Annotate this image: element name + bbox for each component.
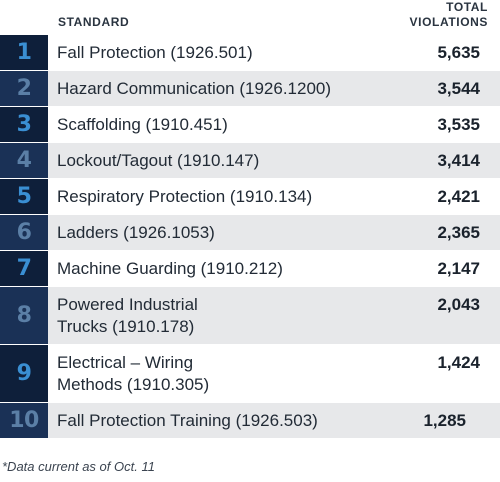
table-row: 8 Powered Industrial Trucks (1910.178) 2,0… [0, 287, 500, 344]
violations-value: 3,544 [437, 79, 480, 98]
rank-badge: 8 [0, 287, 48, 344]
total-violations-column-header: TOTAL VIOLATIONS [368, 0, 488, 30]
rank-badge: 5 [0, 179, 48, 214]
violations-table: 1 Fall Protection (1926.501) 5,635 2 Hazard … [0, 35, 500, 438]
table-row: 10 Fall Protection Training (1926.503) 1,2… [0, 403, 500, 438]
rank-badge: 9 [0, 345, 48, 402]
table-row: 4 Lockout/Tagout (1910.147) 3,414 [0, 143, 500, 178]
standard-name: Electrical – Wiring Methods (1910.305) [57, 353, 210, 394]
standard-name: Scaffolding (1910.451) [57, 115, 228, 134]
violations-value: 2,147 [437, 259, 480, 278]
rank-badge: 10 [0, 403, 48, 438]
total-violations-header-line1: TOTAL [446, 0, 488, 14]
rank-badge: 3 [0, 107, 48, 142]
standard-name: Lockout/Tagout (1910.147) [57, 151, 260, 170]
standard-name: Hazard Communication (1926.1200) [57, 79, 332, 98]
violations-value: 2,043 [437, 295, 480, 314]
standard-name: Fall Protection Training (1926.503) [57, 411, 318, 430]
standard-column-header: STANDARD [58, 15, 130, 29]
rank-badge: 1 [0, 35, 48, 70]
standard-name: Machine Guarding (1910.212) [57, 259, 283, 278]
table-row: 7 Machine Guarding (1910.212) 2,147 [0, 251, 500, 286]
standard-name: Fall Protection (1926.501) [57, 43, 253, 62]
violations-value: 1,285 [423, 411, 466, 430]
standard-name: Powered Industrial Trucks (1910.178) [57, 295, 198, 336]
table-row: 9 Electrical – Wiring Methods (1910.305) 1… [0, 345, 500, 402]
table-row: 2 Hazard Communication (1926.1200) 3,544 [0, 71, 500, 106]
violations-value: 5,635 [437, 43, 480, 62]
violations-value: 3,414 [437, 151, 480, 170]
standard-name: Respiratory Protection (1910.134) [57, 187, 313, 206]
rank-badge: 7 [0, 251, 48, 286]
table-row: 3 Scaffolding (1910.451) 3,535 [0, 107, 500, 142]
violations-value: 1,424 [437, 353, 480, 372]
rank-badge: 4 [0, 143, 48, 178]
violations-value: 2,365 [437, 223, 480, 242]
table-row: 1 Fall Protection (1926.501) 5,635 [0, 35, 500, 70]
footnote: *Data current as of Oct. 11 [2, 459, 155, 474]
table-row: 5 Respiratory Protection (1910.134) 2,421 [0, 179, 500, 214]
total-violations-header-line2: VIOLATIONS [409, 15, 488, 29]
standard-name: Ladders (1926.1053) [57, 223, 215, 242]
table-row: 6 Ladders (1926.1053) 2,365 [0, 215, 500, 250]
violations-value: 3,535 [437, 115, 480, 134]
rank-badge: 2 [0, 71, 48, 106]
violations-value: 2,421 [437, 187, 480, 206]
rank-badge: 6 [0, 215, 48, 250]
